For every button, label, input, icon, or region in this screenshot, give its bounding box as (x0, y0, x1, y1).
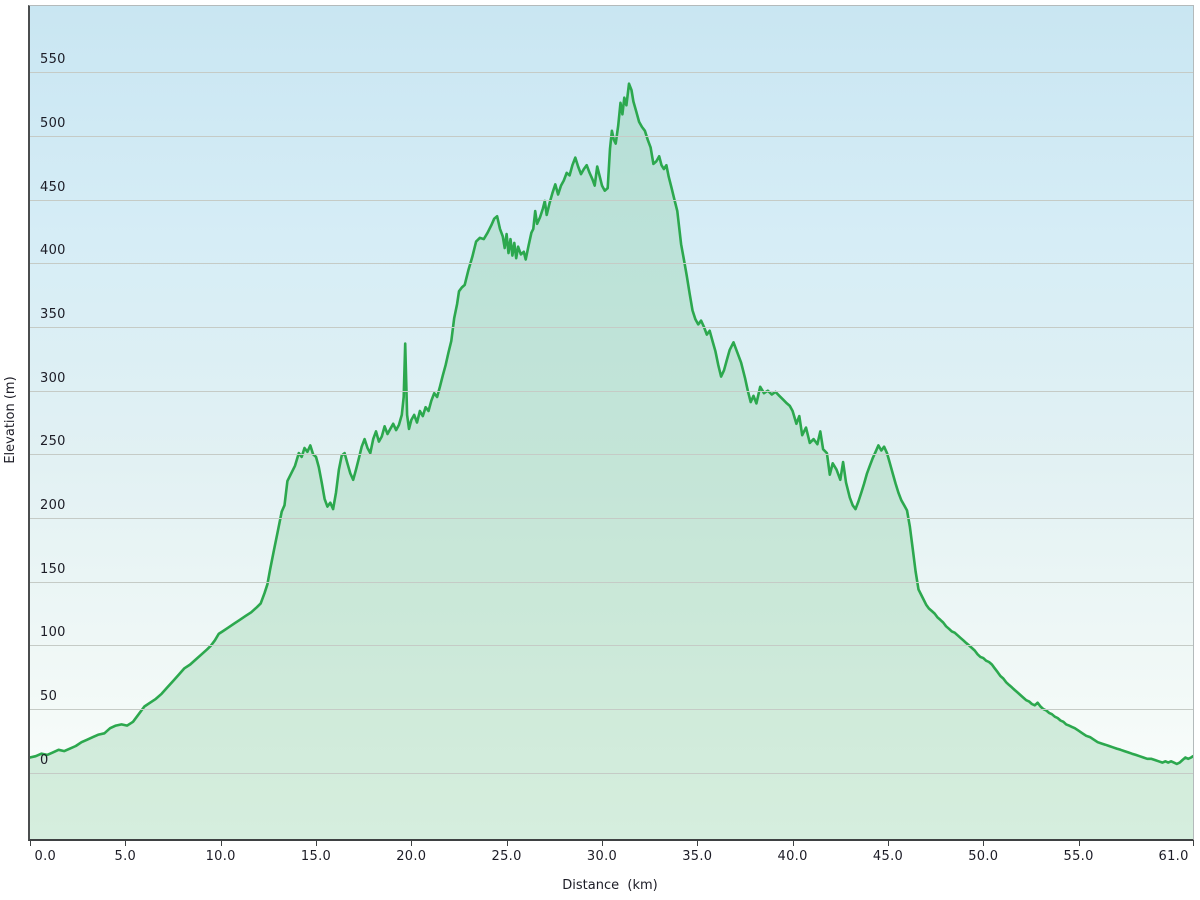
y-tick-label: 450 (40, 179, 66, 195)
elevation-area-fill (30, 83, 1193, 839)
x-tick-label: 55.0 (1063, 849, 1094, 864)
y-tick-label: 0 (40, 752, 49, 768)
y-tick-label: 200 (40, 498, 66, 513)
elevation-series-svg (30, 82, 1193, 839)
x-tick-label: 25.0 (491, 849, 522, 864)
x-tick (125, 840, 127, 846)
y-tick-label: 150 (40, 561, 66, 577)
x-tick (792, 840, 794, 846)
x-axis-title: Distance (km) (562, 878, 658, 893)
y-tick-label: 50 (40, 689, 58, 705)
plot-area: 0 50 100 150 200 250 300 350 400 450 500 550 (28, 5, 1194, 841)
x-tick (411, 840, 413, 846)
gridline-y-200 (30, 518, 1193, 519)
x-tick-label: 0.0 (34, 849, 57, 864)
y-axis-title: Elevation (m) (3, 376, 18, 464)
x-tick (983, 840, 985, 846)
y-tick-label: 300 (40, 370, 66, 386)
y-tick-label: 250 (40, 434, 66, 450)
gridline-y-0 (30, 772, 1193, 774)
gridline-y-250 (30, 454, 1193, 456)
x-tick (506, 840, 508, 846)
x-tick-label: 50.0 (968, 849, 999, 864)
y-tick-label: 350 (40, 307, 66, 322)
y-tick-label: 400 (40, 243, 66, 259)
x-tick-label: 40.0 (777, 849, 808, 864)
gridline-y-100 (30, 645, 1193, 647)
x-tick (888, 840, 889, 846)
x-tick (602, 840, 603, 846)
x-tick (30, 840, 31, 846)
gridline-y-450 (30, 199, 1193, 201)
x-tick (697, 840, 699, 846)
elevation-line (30, 82, 1193, 766)
x-tick (1193, 840, 1194, 846)
x-tick (316, 840, 317, 846)
gridline-y-350 (30, 327, 1193, 328)
y-tick-label: 550 (40, 52, 66, 68)
y-tick-label: 500 (40, 115, 66, 131)
gridline-y-300 (30, 390, 1193, 392)
x-tick-label: 45.0 (872, 849, 904, 864)
x-tick-label: 61.0 (1158, 849, 1189, 864)
gridline-y-50 (30, 709, 1193, 711)
x-tick (220, 840, 222, 846)
y-tick-label: 100 (40, 625, 66, 641)
x-tick-label: 20.0 (396, 849, 427, 864)
gridline-y-550 (30, 72, 1193, 74)
gridline-y-400 (30, 263, 1193, 265)
x-tick-label: 35.0 (682, 849, 713, 864)
x-tick-label: 10.0 (205, 849, 236, 864)
x-tick-label: 15.0 (300, 849, 332, 864)
x-tick-label: 5.0 (114, 849, 137, 864)
x-tick-label: 30.0 (586, 849, 618, 864)
gridline-y-150 (30, 581, 1193, 583)
gridline-y-500 (30, 135, 1193, 137)
x-tick (1078, 840, 1080, 846)
